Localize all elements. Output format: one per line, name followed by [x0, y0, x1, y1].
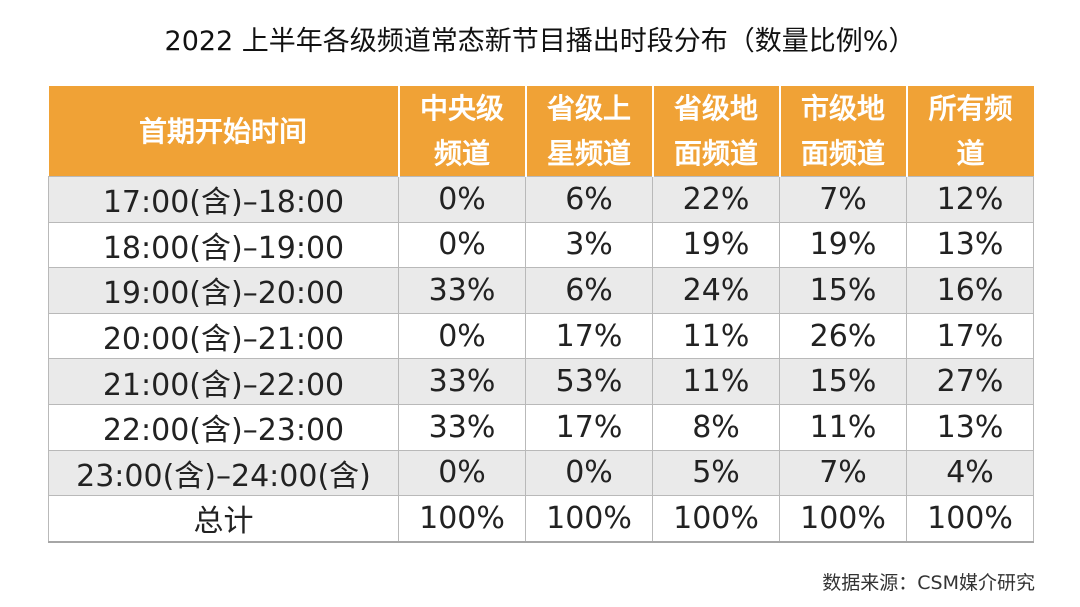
value-cell: 0%: [398, 221, 526, 269]
value-cell: 24%: [652, 267, 780, 314]
value-cell: 27%: [906, 358, 1034, 405]
table-body: 17:00(含)–18:00 0% 6% 22% 7% 12% 18:00(含)–19:00…: [48, 176, 1034, 543]
distribution-table: 首期开始时间 中央级 频道 省级上 星频道 省级地 面频道 市级地 面频道 所有…: [48, 86, 1034, 543]
value-cell: 15%: [779, 267, 907, 314]
value-cell: 100%: [525, 495, 653, 543]
value-cell: 7%: [779, 176, 907, 223]
column-header-provincial-terrestrial: 省级地 面频道: [651, 86, 780, 177]
value-cell: 100%: [906, 495, 1034, 543]
value-cell: 15%: [779, 358, 907, 405]
value-cell: 6%: [525, 267, 653, 314]
column-header-central: 中央级 频道: [397, 86, 526, 177]
value-cell: 8%: [652, 403, 780, 451]
value-cell: 3%: [525, 221, 653, 269]
value-cell: 19%: [779, 221, 907, 269]
value-cell: 17%: [525, 403, 653, 451]
table-row: 21:00(含)–22:00 33% 53% 11% 15% 27%: [48, 358, 1034, 405]
value-cell: 33%: [398, 358, 526, 405]
value-cell: 100%: [652, 495, 780, 543]
value-cell: 6%: [525, 176, 653, 223]
header-label-line: 面频道: [673, 137, 758, 170]
data-source-note: 数据来源：CSM媒介研究: [822, 572, 1035, 594]
value-cell: 7%: [779, 449, 907, 497]
header-label-line: 省级上: [546, 92, 631, 125]
column-header-municipal-terrestrial: 市级地 面频道: [778, 86, 907, 177]
value-cell: 33%: [398, 403, 526, 451]
value-cell: 33%: [398, 267, 526, 314]
table-row: 19:00(含)–20:00 33% 6% 24% 15% 16%: [48, 267, 1034, 314]
value-cell: 16%: [906, 267, 1034, 314]
value-cell: 19%: [652, 221, 780, 269]
value-cell: 0%: [398, 312, 526, 360]
row-label-cell: 19:00(含)–20:00: [48, 267, 399, 314]
table-row: 20:00(含)–21:00 0% 17% 11% 26% 17%: [48, 312, 1034, 360]
row-label-cell: 22:00(含)–23:00: [48, 403, 399, 451]
header-label-line: 频道: [433, 137, 490, 170]
table-row: 18:00(含)–19:00 0% 3% 19% 19% 13%: [48, 221, 1034, 269]
value-cell: 11%: [779, 403, 907, 451]
column-header-start-time: 首期开始时间: [48, 86, 399, 177]
header-label-line: 星频道: [546, 137, 631, 170]
row-label-cell: 17:00(含)–18:00: [48, 176, 399, 223]
row-label-cell: 20:00(含)–21:00: [48, 312, 399, 360]
column-header-provincial-satellite: 省级上 星频道: [524, 86, 653, 177]
value-cell: 17%: [906, 312, 1034, 360]
table-total-row: 总计 100% 100% 100% 100% 100%: [48, 495, 1034, 543]
header-label-line: 道: [956, 137, 985, 170]
value-cell: 100%: [398, 495, 526, 543]
row-label-cell: 23:00(含)–24:00(含): [48, 449, 399, 497]
header-label-line: 所有频: [928, 92, 1013, 125]
table-row: 17:00(含)–18:00 0% 6% 22% 7% 12%: [48, 176, 1034, 223]
value-cell: 12%: [906, 176, 1034, 223]
row-label-cell: 21:00(含)–22:00: [48, 358, 399, 405]
value-cell: 22%: [652, 176, 780, 223]
table-header-row: 首期开始时间 中央级 频道 省级上 星频道 省级地 面频道 市级地 面频道 所有…: [48, 86, 1034, 177]
value-cell: 13%: [906, 403, 1034, 451]
value-cell: 100%: [779, 495, 907, 543]
table-row: 22:00(含)–23:00 33% 17% 8% 11% 13%: [48, 403, 1034, 451]
value-cell: 4%: [906, 449, 1034, 497]
value-cell: 11%: [652, 358, 780, 405]
header-label-line: 省级地: [673, 92, 758, 125]
value-cell: 0%: [525, 449, 653, 497]
row-label-cell: 18:00(含)–19:00: [48, 221, 399, 269]
table-row: 23:00(含)–24:00(含) 0% 0% 5% 7% 4%: [48, 449, 1034, 497]
value-cell: 11%: [652, 312, 780, 360]
value-cell: 17%: [525, 312, 653, 360]
value-cell: 53%: [525, 358, 653, 405]
value-cell: 26%: [779, 312, 907, 360]
header-label-line: 首期开始时间: [138, 114, 307, 148]
header-label-line: 面频道: [800, 137, 885, 170]
header-label-line: 市级地: [800, 92, 885, 125]
value-cell: 0%: [398, 176, 526, 223]
header-label-line: 中央级: [419, 92, 504, 125]
page-title: 2022 上半年各级频道常态新节目播出时段分布（数量比例%）: [164, 26, 916, 57]
value-cell: 13%: [906, 221, 1034, 269]
value-cell: 5%: [652, 449, 780, 497]
value-cell: 0%: [398, 449, 526, 497]
column-header-all-channels: 所有频 道: [905, 86, 1034, 177]
row-label-cell: 总计: [48, 495, 399, 543]
